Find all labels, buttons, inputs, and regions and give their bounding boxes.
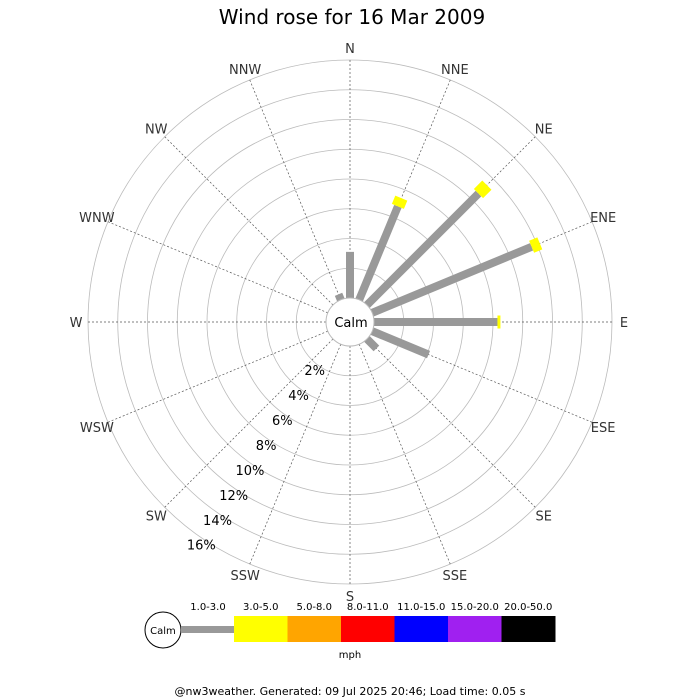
direction-label-nw: NW <box>145 122 168 137</box>
grid-ring <box>147 119 553 525</box>
legend-bin-label: 8.0-11.0 <box>347 602 389 613</box>
speed-legend: Calm mph 1.0-3.0 3.0-5.0 5.0-8.0 8.0-11.0 11… <box>144 602 556 661</box>
legend-calm-label: Calm <box>150 626 176 637</box>
direction-label-n: N <box>345 42 355 57</box>
direction-label-sse: SSE <box>442 569 467 584</box>
calm-label: Calm <box>334 316 367 331</box>
direction-label-e: E <box>620 316 628 331</box>
radial-tick-label: 14% <box>203 514 232 529</box>
legend-swatch-6 <box>501 616 556 642</box>
direction-labels: N NNE NE ENE E ESE SE SSE S SSW SW WSW W WNW NW NNW <box>70 42 629 605</box>
legend-swatch-1 <box>234 616 288 642</box>
radial-tick-label: 6% <box>272 414 293 429</box>
calm-circle-group: Calm <box>325 297 375 347</box>
petal-ene-bin-1 <box>529 237 543 253</box>
radial-tick-label: 2% <box>304 364 325 379</box>
legend-unit-label: mph <box>339 650 361 661</box>
radial-tick-label: 10% <box>235 464 264 479</box>
direction-label-s: S <box>346 590 354 605</box>
direction-label-ene: ENE <box>590 211 616 226</box>
direction-label-nnw: NNW <box>229 63 261 78</box>
chart-title: Wind rose for 16 Mar 2009 <box>219 5 485 29</box>
legend-bin-label: 5.0-8.0 <box>297 602 332 613</box>
legend-bin-label: 1.0-3.0 <box>190 602 225 613</box>
legend-swatch-4 <box>394 616 449 642</box>
petal-ne-bin-0 <box>364 190 482 308</box>
direction-label-ese: ESE <box>591 421 616 436</box>
legend-swatch-5 <box>448 616 502 642</box>
radial-tick-label: 4% <box>288 389 309 404</box>
petal-ene-bin-0 <box>370 243 534 317</box>
legend-bin-label: 11.0-15.0 <box>397 602 445 613</box>
wind-petals <box>334 180 543 359</box>
radial-tick-label: 16% <box>187 539 216 554</box>
petal-se-bin-0 <box>364 336 380 352</box>
direction-label-wnw: WNW <box>79 211 115 226</box>
legend-swatch-3 <box>341 616 395 642</box>
petal-nne-bin-1 <box>391 195 408 209</box>
radial-tick-labels: 2% 4% 6% 8% 10% 12% 14% 16% <box>187 364 325 554</box>
direction-label-wsw: WSW <box>80 421 114 436</box>
direction-label-sw: SW <box>146 510 167 525</box>
legend-bin-label: 3.0-5.0 <box>243 602 278 613</box>
petal-ne-bin-1 <box>473 180 492 199</box>
petal-nne-bin-0 <box>355 204 402 302</box>
legend-bin-label: 15.0-20.0 <box>451 602 499 613</box>
radial-tick-label: 8% <box>256 439 277 454</box>
direction-label-nne: NNE <box>441 63 469 78</box>
petal-ese-bin-0 <box>370 327 431 359</box>
direction-label-ssw: SSW <box>230 569 260 584</box>
direction-label-ne: NE <box>535 122 553 137</box>
legend-bin-label: 20.0-50.0 <box>504 602 552 613</box>
footer-text: @nw3weather. Generated: 09 Jul 2025 20:4… <box>175 685 526 698</box>
radial-tick-label: 12% <box>219 489 248 504</box>
legend-swatch-2 <box>287 616 342 642</box>
direction-label-w: W <box>70 316 83 331</box>
legend-swatch-0 <box>181 626 234 633</box>
direction-label-se: SE <box>536 510 552 525</box>
petal-nnw-bin-0 <box>334 292 345 302</box>
calm-circle <box>325 297 375 347</box>
